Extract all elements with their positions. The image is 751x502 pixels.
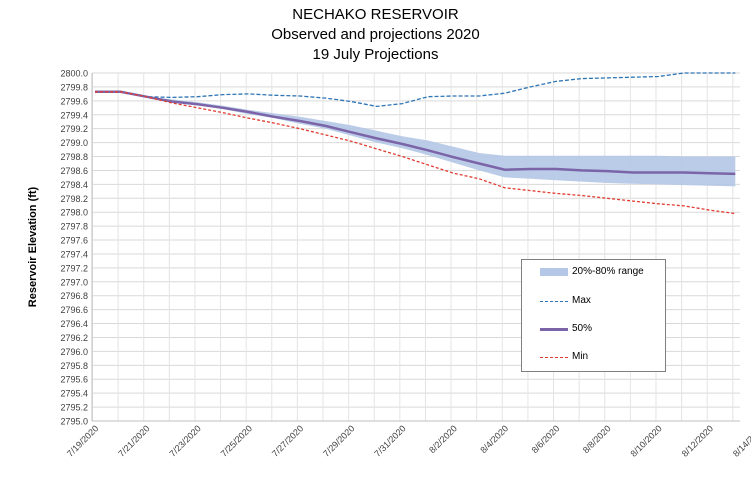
- legend: 20%-80% range Max 50% Min: [521, 259, 666, 372]
- y-tick-label: 2798.6: [60, 166, 88, 176]
- y-tick-label: 2799.8: [60, 82, 88, 92]
- y-tick-label: 2798.8: [60, 152, 88, 162]
- y-tick-label: 2795.0: [60, 417, 88, 427]
- x-tick-label: 8/8/2020: [581, 423, 613, 455]
- y-tick-label: 2798.0: [60, 208, 88, 218]
- x-tick-label: 7/21/2020: [116, 423, 151, 458]
- x-tick-label: 7/19/2020: [65, 423, 100, 458]
- y-tick-label: 2799.4: [60, 110, 88, 120]
- legend-swatch-median: [540, 328, 568, 331]
- x-tick-label: 8/12/2020: [680, 423, 715, 458]
- y-tick-label: 2796.4: [60, 319, 88, 329]
- x-tick-label: 7/23/2020: [167, 423, 202, 458]
- x-tick-label: 7/25/2020: [219, 423, 254, 458]
- chart-subtitle-2: 19 July Projections: [312, 46, 439, 63]
- x-tick-label: 8/6/2020: [530, 423, 562, 455]
- chart-subtitle: Observed and projections 2020: [271, 26, 480, 43]
- y-tick-label: 2799.2: [60, 124, 88, 134]
- chart-title: NECHAKO RESERVOIR: [292, 6, 459, 23]
- series-line-min: [95, 91, 736, 215]
- x-tick-label: 8/2/2020: [427, 423, 459, 455]
- x-tick-label: 7/27/2020: [270, 423, 305, 458]
- y-tick-label: 2797.6: [60, 236, 88, 246]
- x-tick-label: 8/10/2020: [629, 423, 664, 458]
- series-line-50pct: [95, 90, 736, 176]
- y-tick-label: 2795.4: [60, 389, 88, 399]
- legend-label-median: 50%: [572, 323, 593, 334]
- legend-swatch-range: [540, 268, 568, 276]
- y-tick-label: 2797.2: [60, 263, 88, 273]
- legend-swatch-max: [540, 301, 568, 302]
- y-tick-label: 2795.8: [60, 361, 88, 371]
- y-tick-label: 2799.6: [60, 96, 88, 106]
- y-tick-label: 2798.4: [60, 180, 88, 190]
- y-tick-label: 2799.0: [60, 138, 88, 148]
- legend-label-min: Min: [572, 351, 589, 362]
- y-tick-label: 2796.0: [60, 347, 88, 357]
- y-axis-label: Reservoir Elevation (ft): [27, 186, 39, 307]
- legend-label-max: Max: [572, 295, 591, 306]
- y-tick-label: 2798.2: [60, 194, 88, 204]
- y-tick-label: 2796.6: [60, 305, 88, 315]
- y-tick-label: 2796.2: [60, 333, 88, 343]
- y-tick-label: 2795.2: [60, 403, 88, 413]
- x-tick-label: 8/14/2020: [731, 423, 751, 458]
- y-tick-label: 2797.8: [60, 222, 88, 232]
- legend-swatch-min: [540, 357, 568, 358]
- x-tick-label: 8/4/2020: [478, 423, 510, 455]
- y-tick-label: 2800.0: [60, 69, 88, 79]
- series-band-20-80: [95, 91, 736, 187]
- y-tick-label: 2797.0: [60, 277, 88, 287]
- y-tick-label: 2796.8: [60, 291, 88, 301]
- series-line-max: [95, 72, 736, 108]
- x-tick-label: 7/31/2020: [372, 423, 407, 458]
- y-tick-label: 2797.4: [60, 249, 88, 259]
- y-tick-label: 2795.6: [60, 375, 88, 385]
- legend-label-range: 20%-80% range: [572, 266, 644, 277]
- x-tick-label: 7/29/2020: [321, 423, 356, 458]
